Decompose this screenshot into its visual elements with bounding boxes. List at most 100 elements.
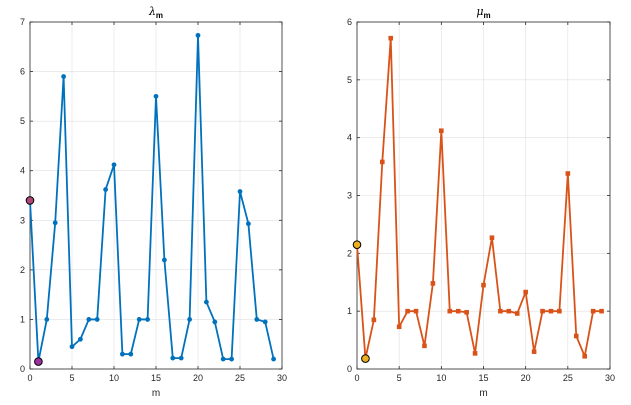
- data-point: [120, 351, 125, 357]
- title-symbol: λ: [148, 5, 156, 18]
- data-point: [540, 308, 545, 314]
- data-point: [145, 317, 151, 322]
- data-point: [548, 308, 554, 314]
- y-tick-label: 1: [20, 314, 25, 324]
- data-point: [472, 351, 478, 356]
- data-point: [128, 351, 134, 357]
- data-point: [405, 308, 410, 314]
- data-point: [69, 344, 75, 350]
- data-point: [439, 128, 444, 134]
- data-point: [371, 317, 377, 323]
- data-point: [481, 282, 486, 288]
- data-point: [388, 35, 394, 41]
- y-tick-label: 1: [347, 306, 352, 316]
- highlight-point: [352, 240, 362, 249]
- data-point: [380, 159, 385, 165]
- data-point: [531, 349, 537, 354]
- highlight-point: [25, 196, 35, 205]
- data-point: [599, 308, 604, 314]
- data-point: [204, 299, 209, 305]
- x-tick-label: 0: [27, 373, 32, 383]
- data-point: [44, 317, 50, 322]
- x-tick-label: 30: [277, 373, 287, 383]
- data-point: [422, 343, 427, 349]
- series-line: [356, 37, 602, 360]
- data-point: [212, 319, 218, 325]
- data-point: [111, 162, 117, 168]
- y-tick-label: 3: [20, 215, 25, 225]
- data-point: [86, 317, 92, 322]
- series-line: [29, 34, 275, 363]
- data-point: [582, 353, 587, 359]
- data-point: [94, 317, 100, 322]
- x-tick-label: 15: [151, 373, 161, 383]
- data-point: [78, 336, 83, 342]
- title-symbol: μ: [476, 5, 483, 18]
- y-tick-label: 6: [20, 67, 25, 77]
- data-point: [455, 308, 461, 314]
- highlight-point: [34, 357, 43, 366]
- data-point: [61, 74, 66, 79]
- data-point: [178, 355, 184, 361]
- data-point: [103, 187, 108, 192]
- data-point: [229, 356, 235, 362]
- data-point: [262, 319, 268, 325]
- data-point: [573, 333, 579, 339]
- chart-title: μm: [476, 5, 490, 20]
- highlight-point: [361, 354, 370, 363]
- data-point: [489, 235, 495, 241]
- data-point: [506, 308, 512, 314]
- data-point: [514, 311, 520, 316]
- data-point: [413, 308, 419, 314]
- data-point: [396, 324, 402, 330]
- data-point: [162, 257, 167, 263]
- y-tick-label: 2: [20, 265, 25, 275]
- y-tick-label: 5: [347, 75, 352, 85]
- x-tick-label: 10: [436, 373, 446, 383]
- data-point: [430, 281, 436, 286]
- y-tick-label: 2: [347, 248, 352, 258]
- y-tick-label: 7: [20, 17, 25, 27]
- data-point: [136, 317, 142, 322]
- data-point: [590, 308, 596, 314]
- x-tick-label: 15: [478, 373, 488, 383]
- x-axis-label: m: [479, 388, 487, 399]
- data-point: [498, 308, 503, 314]
- data-point: [271, 356, 276, 362]
- y-tick-label: 4: [347, 133, 352, 143]
- x-tick-label: 0: [354, 373, 359, 383]
- data-point: [557, 308, 562, 314]
- data-point: [565, 171, 571, 176]
- y-tick-label: 6: [347, 17, 352, 27]
- data-point: [246, 221, 251, 227]
- x-tick-label: 20: [193, 373, 203, 383]
- x-tick-label: 20: [521, 373, 531, 383]
- title-subscript: m: [484, 11, 491, 20]
- data-point: [220, 356, 226, 362]
- y-tick-label: 0: [20, 364, 25, 374]
- x-tick-label: 25: [235, 373, 245, 383]
- data-point: [187, 317, 193, 322]
- chart-title: λm: [148, 5, 163, 20]
- data-point: [447, 308, 453, 314]
- x-tick-label: 5: [397, 373, 402, 383]
- x-tick-label: 10: [109, 373, 119, 383]
- x-tick-label: 30: [605, 373, 615, 383]
- data-point: [52, 220, 58, 226]
- data-point: [254, 317, 260, 322]
- data-point: [523, 289, 528, 295]
- y-tick-label: 4: [20, 166, 25, 176]
- x-axis-label: m: [152, 388, 160, 399]
- title-subscript: m: [156, 11, 163, 20]
- x-tick-label: 25: [563, 373, 573, 383]
- data-point: [153, 93, 159, 99]
- data-point: [464, 310, 469, 315]
- x-tick-label: 5: [69, 373, 74, 383]
- data-point: [195, 32, 201, 38]
- y-tick-label: 5: [20, 116, 25, 126]
- data-point: [237, 189, 243, 194]
- y-tick-label: 0: [347, 364, 352, 374]
